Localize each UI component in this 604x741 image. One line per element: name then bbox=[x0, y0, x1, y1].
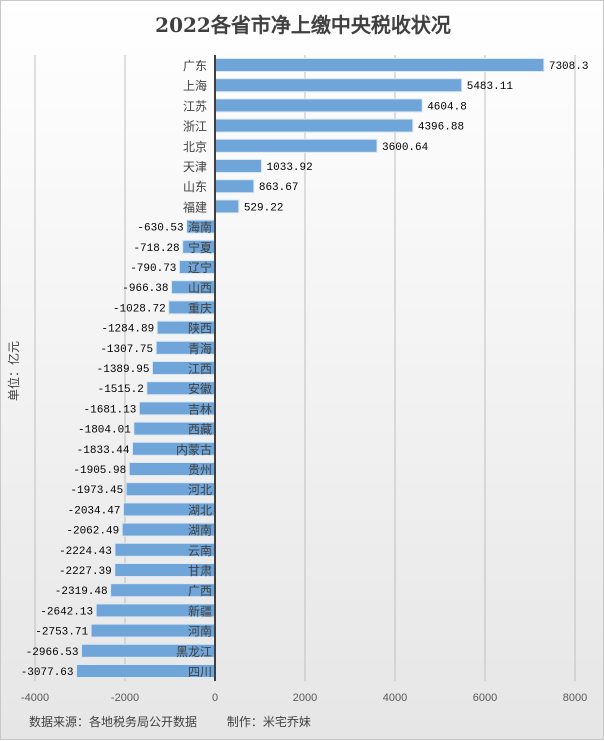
category-label: 江苏 bbox=[183, 99, 207, 113]
category-label: 浙江 bbox=[183, 120, 207, 134]
category-label: 上海 bbox=[183, 78, 207, 93]
data-label: 3600.64 bbox=[382, 142, 429, 154]
category-label: 安徽 bbox=[188, 381, 212, 396]
category-label: 重庆 bbox=[188, 301, 212, 315]
category-label: 湖南 bbox=[188, 523, 212, 538]
data-label: -2753.71 bbox=[35, 627, 88, 639]
bar bbox=[214, 118, 414, 133]
category-label: 黑龙江 bbox=[176, 645, 212, 659]
category-label: 青海 bbox=[188, 341, 212, 356]
bar bbox=[214, 98, 423, 113]
data-label: -1973.45 bbox=[70, 485, 123, 497]
data-label: -1028.72 bbox=[113, 303, 166, 315]
data-label: -630.53 bbox=[137, 223, 183, 235]
data-label: -966.38 bbox=[122, 283, 168, 295]
category-label: 陕西 bbox=[188, 321, 212, 336]
data-label: -2966.53 bbox=[26, 647, 79, 659]
data-label: -2224.43 bbox=[59, 546, 112, 558]
data-label: 1033.92 bbox=[267, 162, 313, 174]
category-label: 海南 bbox=[188, 220, 212, 235]
bar bbox=[214, 58, 545, 72]
bar bbox=[214, 159, 263, 173]
data-label: -1681.13 bbox=[84, 404, 137, 416]
data-label: -1833.44 bbox=[77, 445, 130, 457]
data-label: -2227.39 bbox=[59, 566, 112, 578]
category-label: 广东 bbox=[183, 59, 207, 73]
data-label: -2034.47 bbox=[68, 505, 121, 517]
category-label: 贵州 bbox=[188, 463, 212, 477]
category-label: 西藏 bbox=[188, 423, 212, 437]
data-label: -1284.89 bbox=[101, 324, 154, 336]
category-label: 山东 bbox=[183, 180, 207, 194]
data-label: -1804.01 bbox=[78, 425, 131, 437]
category-label: 广西 bbox=[188, 584, 212, 598]
bar bbox=[214, 199, 240, 214]
category-label: 山西 bbox=[188, 281, 212, 295]
data-label: -1515.2 bbox=[98, 384, 144, 396]
x-tick-label: -4000 bbox=[21, 692, 49, 704]
author-note: 制作：米宅乔妹 bbox=[226, 715, 311, 729]
category-label: 云南 bbox=[188, 543, 212, 558]
footer: 数据来源：各地税务局公开数据 制作：米宅乔妹 bbox=[29, 713, 337, 730]
data-label: -3077.63 bbox=[21, 667, 74, 679]
category-label: 福建 bbox=[183, 199, 207, 214]
data-label: 4396.88 bbox=[418, 122, 464, 134]
category-label: 甘肃 bbox=[188, 564, 212, 578]
category-label: 湖北 bbox=[188, 502, 212, 517]
x-tick-label: -2000 bbox=[111, 692, 139, 704]
category-label: 江西 bbox=[188, 362, 212, 376]
chart-title: 2022各省市净上缴中央税收状况 bbox=[155, 13, 451, 37]
category-label: 四川 bbox=[188, 665, 212, 679]
data-label: -790.73 bbox=[130, 263, 176, 275]
category-label: 新疆 bbox=[188, 603, 212, 618]
data-label: 529.22 bbox=[244, 202, 284, 214]
data-label: -1389.95 bbox=[97, 364, 150, 376]
x-tick-label: 6000 bbox=[473, 692, 497, 704]
data-label: 7308.3 bbox=[549, 61, 589, 73]
category-label: 辽宁 bbox=[188, 260, 212, 275]
data-label: -1905.98 bbox=[73, 465, 126, 477]
data-label: 4604.8 bbox=[427, 101, 467, 113]
category-label: 天津 bbox=[183, 160, 207, 174]
category-label: 内蒙古 bbox=[176, 442, 212, 457]
x-tick-label: 2000 bbox=[293, 692, 317, 704]
bar bbox=[214, 179, 255, 194]
source-note: 数据来源：各地税务局公开数据 bbox=[29, 715, 198, 729]
bar bbox=[214, 138, 378, 153]
data-label: -2642.13 bbox=[40, 606, 93, 618]
x-tick-label: 8000 bbox=[563, 692, 587, 704]
category-label: 吉林 bbox=[188, 402, 212, 416]
data-label: -2319.48 bbox=[55, 586, 108, 598]
data-label: -2062.49 bbox=[66, 526, 119, 538]
category-label: 河南 bbox=[188, 624, 212, 639]
data-label: -1307.75 bbox=[100, 344, 153, 356]
category-label: 宁夏 bbox=[188, 240, 212, 255]
bar bbox=[214, 78, 463, 93]
x-tick-label: 4000 bbox=[383, 692, 407, 704]
category-label: 北京 bbox=[183, 140, 207, 154]
data-label: -718.28 bbox=[133, 243, 179, 255]
x-tick-label: 0 bbox=[212, 692, 218, 704]
category-label: 河北 bbox=[188, 483, 212, 497]
data-label: 5483.11 bbox=[467, 81, 514, 93]
data-label: 863.67 bbox=[259, 182, 299, 194]
